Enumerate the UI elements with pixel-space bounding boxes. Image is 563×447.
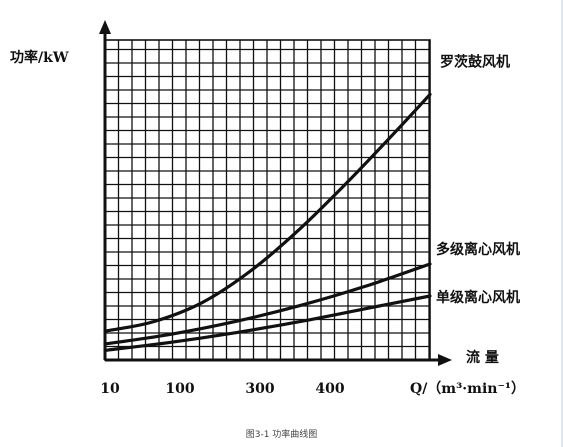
chart-grid (104, 39, 431, 361)
series-label: 多级离心风机 (436, 241, 520, 258)
series-lines (103, 92, 432, 352)
page-edge (561, 0, 563, 447)
x-tick-label: 10 (100, 381, 120, 397)
chart-labels: 功率/kW 流 量 Q/（m³·min⁻¹） (10, 49, 525, 397)
x-axis-unit: Q/（m³·min⁻¹） (410, 381, 525, 397)
figure-caption: 图3-1 功率曲线图 (245, 430, 318, 440)
x-tick-labels: 10 100 300 400 (100, 381, 345, 397)
y-axis-arrow (99, 20, 111, 34)
x-tick-label: 300 (245, 381, 274, 397)
x-tick-label: 400 (315, 381, 344, 397)
series-line (103, 92, 432, 333)
x-axis-arrow (438, 354, 452, 366)
series-label: 罗茨鼓风机 (440, 53, 510, 70)
series-line (103, 294, 432, 352)
x-axis-title: 流 量 (466, 349, 499, 366)
x-tick-label: 100 (165, 381, 194, 397)
series-label: 单级离心风机 (436, 289, 520, 306)
y-axis-title: 功率/kW (10, 49, 69, 66)
chart-axes (99, 20, 452, 366)
series-line (103, 262, 432, 346)
